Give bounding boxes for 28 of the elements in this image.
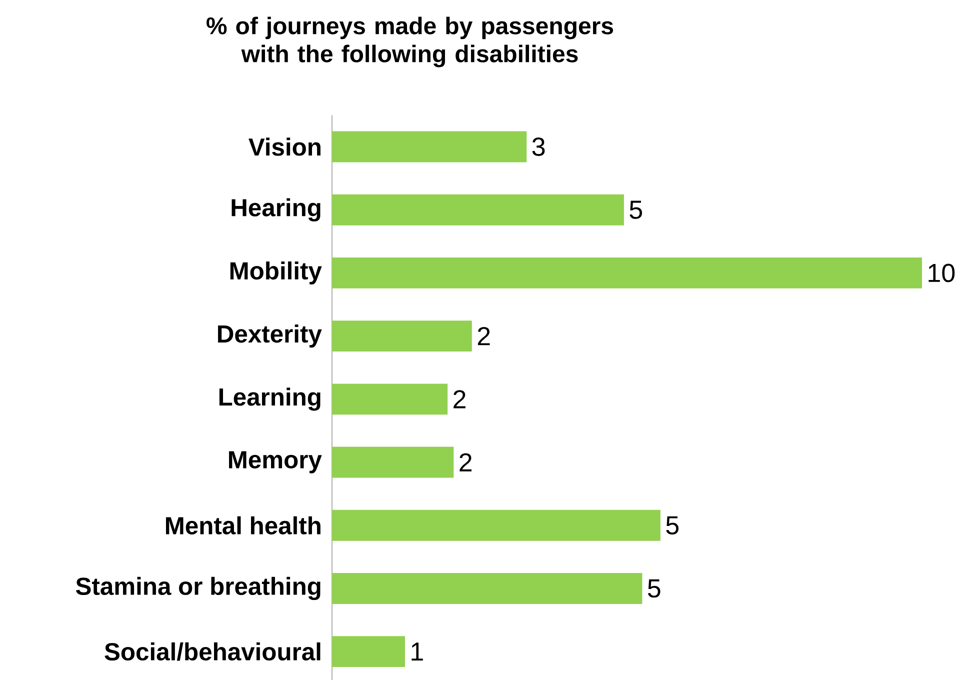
bar	[332, 446, 454, 478]
data-label: 2	[460, 453, 472, 472]
bar	[332, 573, 642, 604]
data-label: 1	[412, 642, 423, 661]
data-label: 5	[648, 579, 660, 598]
bar	[332, 194, 624, 226]
bar	[332, 384, 448, 415]
y-tick-label: Hearing	[232, 198, 320, 222]
data-label: 2	[454, 390, 466, 408]
data-label: 2	[478, 326, 490, 346]
data-label: 3	[532, 138, 545, 156]
y-tick-label: Social/behavioural	[104, 642, 320, 661]
data-label: 5	[630, 200, 642, 219]
y-tick-label: Memory	[229, 451, 322, 474]
y-tick-label: Dexterity	[218, 324, 322, 348]
bar	[332, 636, 405, 668]
y-tick-label: Stamina or breathing	[76, 576, 320, 600]
y-tick-label: Mobility	[230, 261, 322, 284]
bar	[332, 257, 922, 288]
bar	[332, 320, 472, 352]
bar	[332, 131, 527, 162]
bar	[332, 510, 660, 541]
y-tick-label: Learning	[219, 388, 320, 411]
y-tick-label: Vision	[248, 138, 320, 156]
data-label: 5	[666, 516, 679, 534]
y-tick-label: Mental health	[166, 516, 320, 534]
chart-title: % of journeys made by passengers with the following disabilities	[206, 16, 614, 68]
data-label: 10	[928, 264, 955, 282]
